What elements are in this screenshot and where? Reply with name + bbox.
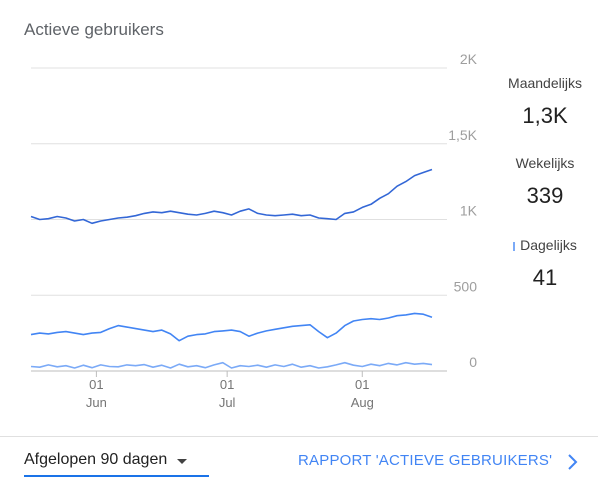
chart-series-lines: [30, 168, 433, 369]
legend-daily-label: Dagelijks: [520, 237, 577, 253]
footer-divider: [0, 436, 598, 437]
series-line-wekelijks: [30, 312, 433, 342]
legend-daily: Dagelijks 41: [500, 237, 590, 291]
legend-monthly-label: Maandelijks: [508, 75, 582, 91]
x-tick-day: 01: [220, 377, 234, 392]
x-tick-month: Jun: [86, 395, 107, 410]
x-tick-day: 01: [89, 377, 103, 392]
date-range-dropdown[interactable]: Afgelopen 90 dagen: [24, 451, 209, 477]
legend-weekly-value: 339: [526, 183, 564, 208]
y-tick-label: 0: [469, 354, 477, 370]
legend-monthly-value: 1,3K: [522, 103, 568, 128]
y-tick-label: 500: [454, 278, 478, 294]
legend-monthly: Maandelijks 1,3K: [500, 75, 590, 129]
dropdown-caret-icon: [177, 459, 188, 464]
chevron-right-icon[interactable]: [565, 453, 581, 471]
x-tick-day: 01: [355, 377, 369, 392]
y-tick-label: 1K: [460, 203, 478, 219]
legend-weekly: Wekelijks 339: [500, 155, 590, 209]
y-axis-labels: 0 500 1K 1,5K 2K: [448, 51, 477, 370]
legend-daily-label-row: Dagelijks: [500, 237, 590, 253]
y-tick-label: 1,5K: [448, 127, 477, 143]
series-line-maandelijks: [30, 168, 433, 225]
legend-daily-swatch: [513, 241, 516, 251]
active-users-chart: 0 500 1K 1,5K 2K 01 Jun 01 Jul 01 Aug: [30, 51, 478, 410]
legend-daily-value: 41: [532, 265, 558, 290]
date-range-label: Afgelopen 90 dagen: [24, 451, 168, 468]
card-title: Actieve gebruikers: [24, 20, 164, 39]
y-tick-label: 2K: [460, 51, 478, 67]
legend-weekly-label: Wekelijks: [515, 155, 575, 171]
x-axis: 01 Jun 01 Jul 01 Aug: [86, 371, 374, 410]
x-tick-month: Aug: [351, 395, 374, 410]
active-users-report-link[interactable]: RAPPORT 'ACTIEVE GEBRUIKERS': [298, 452, 553, 469]
series-line-dagelijks: [30, 361, 433, 369]
chart-gridlines: [31, 67, 447, 372]
x-tick-month: Jul: [219, 395, 236, 410]
